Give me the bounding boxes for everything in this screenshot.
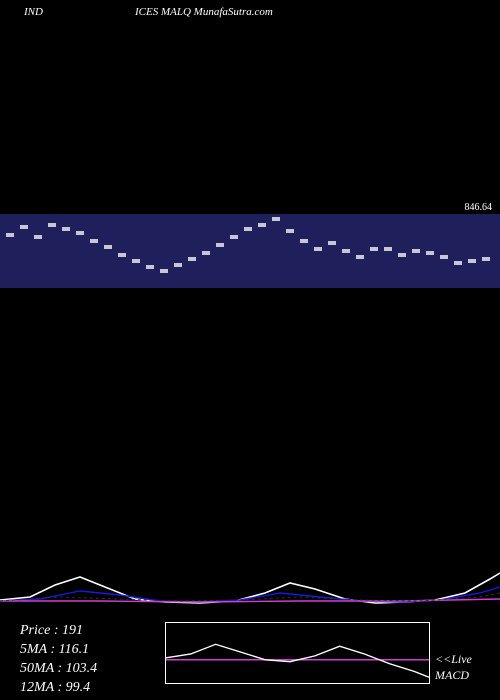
info-block: Price : 191 5MA : 116.1 50MA : 103.4 12M… — [20, 622, 97, 698]
macd-panel — [165, 622, 430, 684]
info-50ma: 50MA : 103.4 — [20, 660, 97, 679]
info-price: Price : 191 — [20, 622, 97, 641]
candlestick-chart — [0, 214, 500, 288]
macd-chart — [166, 623, 429, 683]
header-center: ICES MALQ MunafaSutra.com — [135, 6, 273, 18]
info-5ma: 5MA : 116.1 — [20, 641, 97, 660]
info-12ma: 12MA : 99.4 — [20, 679, 97, 698]
moving-average-chart — [0, 555, 500, 610]
header-left: IND — [24, 6, 43, 18]
live-label: <<Live — [435, 652, 472, 667]
macd-label: MACD — [435, 668, 469, 683]
price-axis-label: 846.64 — [465, 202, 493, 213]
